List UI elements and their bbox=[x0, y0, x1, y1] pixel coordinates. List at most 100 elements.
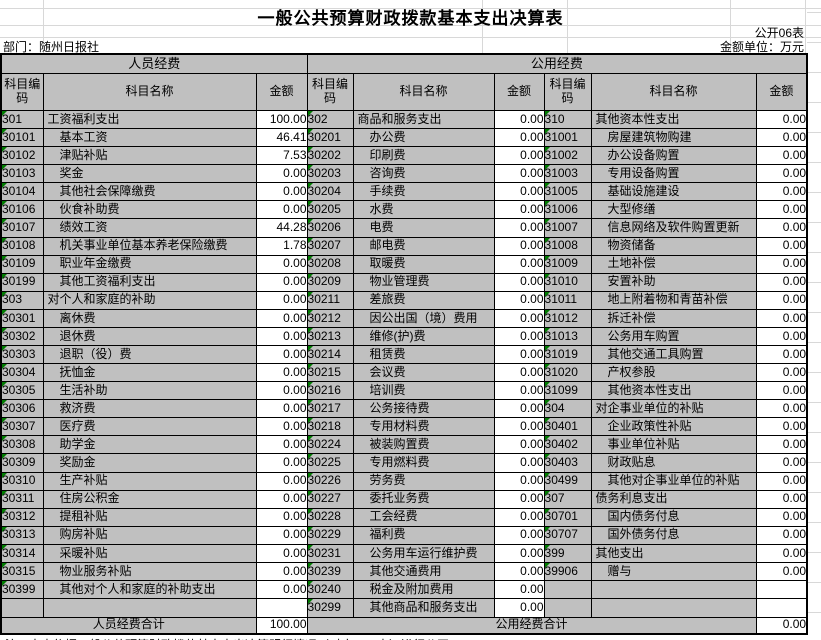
subject-name-cell[interactable]: 其他商品和服务支出 bbox=[352, 598, 495, 618]
subject-code-cell[interactable]: 31008 bbox=[543, 236, 592, 256]
amount-cell[interactable]: 0.00 bbox=[755, 326, 808, 347]
subject-name-cell[interactable]: 专用材料费 bbox=[352, 417, 495, 437]
subject-name-cell[interactable]: 委托业务费 bbox=[352, 489, 495, 509]
amount-cell[interactable]: 0.00 bbox=[255, 561, 308, 582]
subject-name-cell[interactable]: 赠与 bbox=[590, 561, 757, 582]
amount-cell[interactable]: 0.00 bbox=[255, 417, 308, 437]
subject-name-cell[interactable] bbox=[590, 598, 757, 618]
amount-cell[interactable]: 0.00 bbox=[755, 417, 808, 437]
subject-name-cell[interactable]: 伙食补助费 bbox=[42, 200, 257, 220]
subject-name-cell[interactable]: 奖励金 bbox=[42, 453, 257, 473]
amount-cell[interactable]: 0.00 bbox=[755, 218, 808, 238]
subject-name-cell[interactable]: 生活补助 bbox=[42, 381, 257, 401]
subject-name-cell[interactable]: 咨询费 bbox=[352, 164, 495, 184]
subject-name-cell[interactable]: 生产补贴 bbox=[42, 471, 257, 491]
subject-name-cell[interactable]: 公务接待费 bbox=[352, 399, 495, 419]
subject-name-cell[interactable]: 其他资本性支出 bbox=[590, 381, 757, 401]
subject-name-cell[interactable]: 安置补助 bbox=[590, 272, 757, 292]
subject-code-cell[interactable] bbox=[0, 598, 44, 618]
amount-cell[interactable]: 0.00 bbox=[493, 525, 545, 545]
amount-cell[interactable]: 0.00 bbox=[493, 200, 545, 220]
subject-name-cell[interactable] bbox=[42, 598, 257, 618]
amount-cell[interactable]: 0.00 bbox=[255, 580, 308, 600]
subject-code-cell[interactable]: 31003 bbox=[543, 164, 592, 184]
subject-name-cell[interactable]: 财政贴息 bbox=[590, 453, 757, 473]
subject-code-cell[interactable]: 30399 bbox=[0, 580, 44, 600]
subject-name-cell[interactable]: 对个人和家庭的补助 bbox=[42, 290, 257, 310]
subject-code-cell[interactable]: 399 bbox=[543, 543, 592, 563]
subject-name-cell[interactable]: 被装购置费 bbox=[352, 435, 495, 455]
subject-code-cell[interactable]: 30218 bbox=[306, 417, 354, 437]
subject-code-cell[interactable]: 31012 bbox=[543, 308, 592, 328]
subject-code-cell[interactable]: 30207 bbox=[306, 236, 354, 256]
subject-name-cell[interactable]: 房屋建筑物购建 bbox=[590, 128, 757, 148]
subject-name-cell[interactable]: 基础设施建设 bbox=[590, 182, 757, 202]
subject-name-cell[interactable]: 土地补偿 bbox=[590, 254, 757, 274]
subject-code-cell[interactable]: 30213 bbox=[306, 326, 354, 347]
amount-cell[interactable]: 0.00 bbox=[493, 290, 545, 310]
subject-code-cell[interactable]: 30108 bbox=[0, 236, 44, 256]
subject-code-cell[interactable]: 30309 bbox=[0, 453, 44, 473]
amount-cell[interactable]: 0.00 bbox=[493, 254, 545, 274]
subject-code-cell[interactable]: 30109 bbox=[0, 254, 44, 274]
subject-code-cell[interactable]: 30101 bbox=[0, 128, 44, 148]
subject-name-cell[interactable]: 退职（役）费 bbox=[42, 345, 257, 365]
subject-code-cell[interactable]: 30313 bbox=[0, 525, 44, 545]
amount-cell[interactable] bbox=[755, 580, 808, 600]
subject-code-cell[interactable]: 39906 bbox=[543, 561, 592, 582]
amount-cell[interactable]: 0.00 bbox=[755, 272, 808, 292]
subject-name-cell[interactable]: 离休费 bbox=[42, 308, 257, 328]
amount-cell[interactable]: 0.00 bbox=[255, 471, 308, 491]
amount-cell[interactable]: 100.00 bbox=[255, 109, 308, 130]
subject-name-cell[interactable]: 基本工资 bbox=[42, 128, 257, 148]
subject-code-cell[interactable]: 30211 bbox=[306, 290, 354, 310]
subject-name-cell[interactable]: 对企事业单位的补贴 bbox=[590, 399, 757, 419]
subject-code-cell[interactable]: 30304 bbox=[0, 363, 44, 383]
group-header-personnel[interactable]: 人员经费 bbox=[0, 53, 308, 74]
subject-name-cell[interactable]: 其他支出 bbox=[590, 543, 757, 563]
amount-cell[interactable]: 0.00 bbox=[755, 345, 808, 365]
subject-name-cell[interactable]: 专用燃料费 bbox=[352, 453, 495, 473]
amount-cell[interactable]: 0.00 bbox=[755, 453, 808, 473]
amount-cell[interactable]: 0.00 bbox=[493, 128, 545, 148]
subject-code-cell[interactable]: 30306 bbox=[0, 399, 44, 419]
subject-name-cell[interactable]: 信息网络及软件购置更新 bbox=[590, 218, 757, 238]
amount-cell[interactable]: 0.00 bbox=[255, 308, 308, 328]
amount-cell[interactable]: 0.00 bbox=[755, 164, 808, 184]
subject-code-cell[interactable]: 30107 bbox=[0, 218, 44, 238]
subject-code-cell[interactable]: 30226 bbox=[306, 471, 354, 491]
amount-cell[interactable]: 0.00 bbox=[255, 453, 308, 473]
subject-code-cell[interactable]: 30308 bbox=[0, 435, 44, 455]
subject-name-cell[interactable] bbox=[590, 580, 757, 600]
amount-cell[interactable]: 0.00 bbox=[255, 272, 308, 292]
subject-name-cell[interactable]: 职业年金缴费 bbox=[42, 254, 257, 274]
public-total-amount[interactable]: 0.00 bbox=[755, 616, 808, 635]
subject-code-cell[interactable]: 30299 bbox=[306, 598, 354, 618]
amount-cell[interactable]: 0.00 bbox=[493, 561, 545, 582]
subject-code-cell[interactable]: 307 bbox=[543, 489, 592, 509]
amount-cell[interactable]: 0.00 bbox=[493, 326, 545, 347]
subject-name-cell[interactable]: 公务用车购置 bbox=[590, 326, 757, 347]
amount-cell[interactable]: 0.00 bbox=[755, 128, 808, 148]
subject-name-cell[interactable]: 工资福利支出 bbox=[42, 109, 257, 130]
amount-cell[interactable]: 0.00 bbox=[755, 200, 808, 220]
subject-name-cell[interactable]: 维修(护)费 bbox=[352, 326, 495, 347]
amount-cell[interactable]: 0.00 bbox=[755, 254, 808, 274]
subject-code-cell[interactable]: 30229 bbox=[306, 525, 354, 545]
subject-code-cell[interactable]: 30199 bbox=[0, 272, 44, 292]
subject-code-cell[interactable]: 30215 bbox=[306, 363, 354, 383]
subject-name-cell[interactable]: 国外债务付息 bbox=[590, 525, 757, 545]
amount-cell[interactable]: 0.00 bbox=[255, 399, 308, 419]
subject-name-cell[interactable]: 事业单位补贴 bbox=[590, 435, 757, 455]
subject-code-cell[interactable]: 30227 bbox=[306, 489, 354, 509]
subject-name-cell[interactable]: 津贴补贴 bbox=[42, 146, 257, 166]
subject-code-cell[interactable]: 30240 bbox=[306, 580, 354, 600]
subject-name-cell[interactable]: 拆迁补偿 bbox=[590, 308, 757, 328]
amount-cell[interactable]: 0.00 bbox=[255, 200, 308, 220]
subject-code-cell[interactable]: 30403 bbox=[543, 453, 592, 473]
public-total-label[interactable]: 公用经费合计 bbox=[306, 616, 757, 635]
subject-code-cell[interactable] bbox=[543, 580, 592, 600]
amount-cell[interactable]: 0.00 bbox=[755, 399, 808, 419]
amount-cell[interactable]: 0.00 bbox=[255, 525, 308, 545]
subject-name-cell[interactable]: 企业政策性补贴 bbox=[590, 417, 757, 437]
